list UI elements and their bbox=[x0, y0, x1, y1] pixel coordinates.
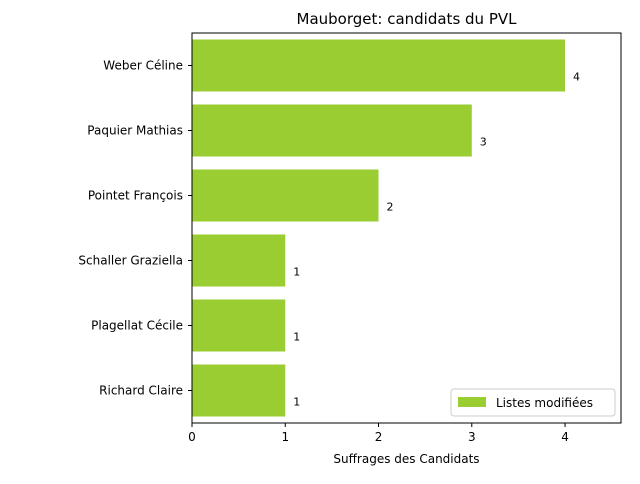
y-tick-label: Pointet François bbox=[88, 189, 183, 203]
data-label: 2 bbox=[387, 201, 394, 214]
x-tick-label: 4 bbox=[561, 430, 569, 444]
y-tick-label: Plagellat Cécile bbox=[91, 319, 183, 333]
chart-title: Mauborget: candidats du PVL bbox=[297, 10, 518, 28]
bar bbox=[192, 39, 566, 92]
y-tick-label: Paquier Mathias bbox=[87, 124, 183, 138]
y-tick-label: Richard Claire bbox=[99, 384, 183, 398]
legend-swatch bbox=[458, 397, 486, 407]
x-tick-label: 3 bbox=[468, 430, 476, 444]
x-tick-label: 2 bbox=[375, 430, 383, 444]
x-axis-ticks: 0 1 2 3 4 bbox=[188, 423, 569, 444]
y-axis-ticks: Weber Céline Paquier Mathias Pointet Franç… bbox=[78, 59, 192, 398]
data-labels-group: 4 3 2 1 1 1 bbox=[293, 71, 580, 409]
data-label: 1 bbox=[293, 331, 300, 344]
y-tick-label: Weber Céline bbox=[103, 59, 183, 73]
bars-group bbox=[192, 39, 566, 417]
legend-box bbox=[450, 388, 616, 417]
plot-frame bbox=[191, 32, 622, 424]
data-label: 1 bbox=[293, 396, 300, 409]
legend-label: Listes modifiées bbox=[496, 396, 593, 410]
data-label: 4 bbox=[573, 71, 580, 84]
legend: Listes modifiées bbox=[450, 388, 616, 417]
bar bbox=[192, 169, 379, 222]
x-tick-label: 1 bbox=[281, 430, 289, 444]
bar bbox=[192, 234, 286, 287]
data-label: 1 bbox=[293, 266, 300, 279]
bar bbox=[192, 104, 472, 157]
data-label: 3 bbox=[480, 136, 487, 149]
y-tick-label: Schaller Graziella bbox=[78, 254, 183, 268]
x-tick-label: 0 bbox=[188, 430, 196, 444]
bar bbox=[192, 299, 286, 352]
x-axis-label: Suffrages des Candidats bbox=[333, 452, 479, 466]
bar bbox=[192, 364, 286, 417]
